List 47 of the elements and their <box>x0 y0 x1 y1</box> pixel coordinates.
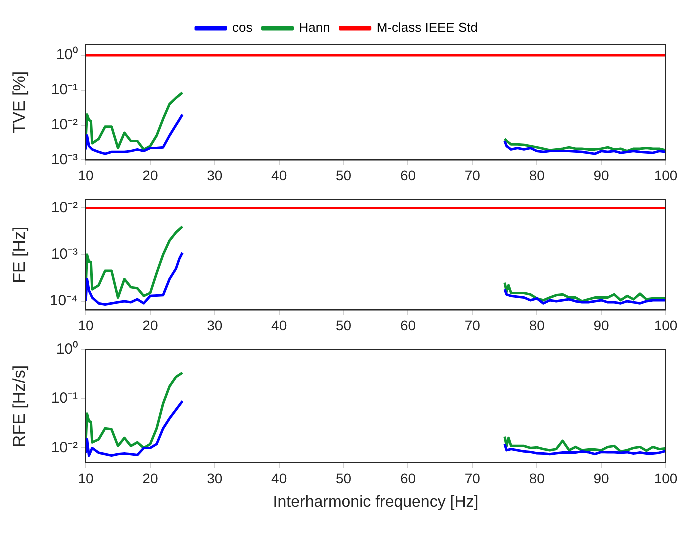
y-tick-label: 10⁻⁴ <box>50 292 78 310</box>
y-tick-label: 10⁻¹ <box>51 82 78 99</box>
x-tick-label: 30 <box>207 167 223 184</box>
x-tick-label: 70 <box>464 470 481 486</box>
x-tick-label: 10 <box>78 317 94 334</box>
x-tick-label: 40 <box>272 317 288 334</box>
x-tick-label: 40 <box>272 167 288 184</box>
y-axis-title: FE [Hz] <box>10 226 29 284</box>
legend-label: Hann <box>299 20 330 36</box>
x-tick-label: 90 <box>594 470 610 486</box>
y-axis-title: RFE [Hz/s] <box>10 365 29 448</box>
y-tick-label: 10⁻² <box>51 199 78 216</box>
y-tick-label: 10⁻² <box>51 116 78 134</box>
x-tick-label: 60 <box>400 167 416 184</box>
legend-label: cos <box>232 20 254 36</box>
x-tick-label: 20 <box>142 167 158 184</box>
x-tick-label: 100 <box>654 317 678 334</box>
x-tick-label: 100 <box>654 167 678 184</box>
x-tick-label: 60 <box>400 470 416 486</box>
x-tick-label: 80 <box>529 167 546 184</box>
x-tick-label: 90 <box>594 167 610 184</box>
x-tick-label: 90 <box>594 317 610 334</box>
y-tick-label: 10⁰ <box>56 341 78 358</box>
x-tick-label: 40 <box>272 470 288 486</box>
legend-label: M-class IEEE Std <box>376 20 478 36</box>
x-tick-label: 20 <box>142 470 158 486</box>
x-tick-label: 50 <box>336 470 352 486</box>
x-tick-label: 20 <box>142 317 158 334</box>
x-tick-label: 100 <box>654 470 678 486</box>
x-tick-label: 80 <box>529 317 546 334</box>
y-tick-label: 10⁰ <box>56 46 78 64</box>
x-tick-label: 70 <box>464 317 481 334</box>
y-axis-title: TVE [%] <box>10 71 29 134</box>
y-tick-label: 10⁻³ <box>51 151 78 168</box>
x-tick-label: 50 <box>336 167 352 184</box>
x-tick-label: 50 <box>336 317 352 334</box>
x-tick-label: 10 <box>78 470 94 486</box>
x-tick-label: 10 <box>78 167 94 184</box>
y-tick-label: 10⁻¹ <box>51 390 78 408</box>
x-tick-label: 30 <box>207 317 223 334</box>
x-tick-label: 60 <box>400 317 416 334</box>
x-tick-label: 30 <box>207 470 223 486</box>
x-axis-title: Interharmonic frequency [Hz] <box>273 494 479 511</box>
x-tick-label: 80 <box>529 470 546 486</box>
x-tick-label: 70 <box>464 167 481 184</box>
y-tick-label: 10⁻² <box>51 439 78 456</box>
y-tick-label: 10⁻³ <box>51 246 78 263</box>
